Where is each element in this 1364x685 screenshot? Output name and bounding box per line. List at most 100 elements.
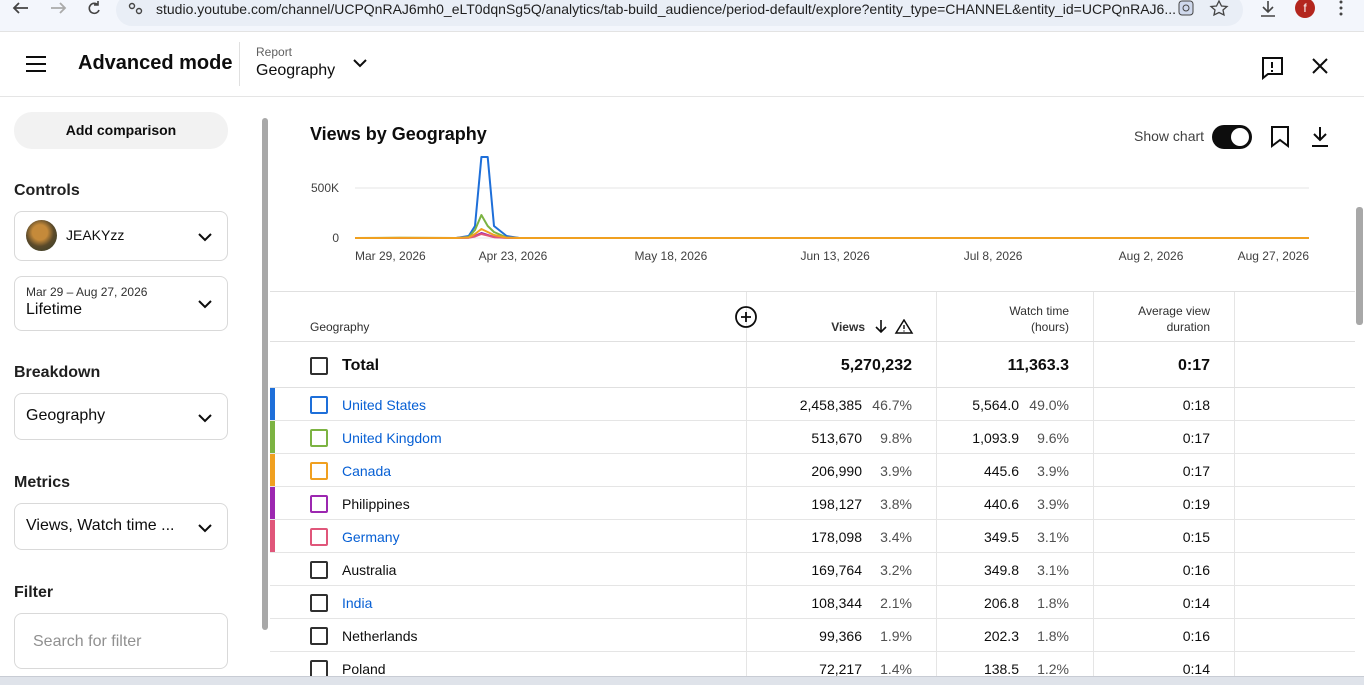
row-color-bar [270, 388, 275, 420]
sidebar: Add comparison Controls JEAKYzz Mar 29 –… [0, 97, 260, 684]
row-checkbox[interactable] [310, 594, 328, 612]
data-table: Geography Views Watch time (hours) Avera… [270, 291, 1355, 685]
y-tick-label: 0 [332, 231, 339, 245]
row-color-bar [270, 520, 275, 552]
row-checkbox[interactable] [310, 396, 328, 414]
app-header: Advanced mode Report Geography [0, 32, 1364, 97]
views-share: 9.8% [880, 430, 912, 446]
row-checkbox[interactable] [310, 495, 328, 513]
bookmark-icon[interactable] [1270, 126, 1290, 148]
avg-duration: 0:17 [1182, 463, 1210, 479]
column-header[interactable]: (hours) [1030, 320, 1069, 334]
watch-time: 445.6 [983, 463, 1019, 479]
x-tick-label: Apr 23, 2026 [479, 249, 548, 263]
add-comparison-button[interactable]: Add comparison [14, 112, 228, 149]
column-header[interactable]: Average view [1138, 304, 1210, 318]
show-chart-toggle[interactable] [1212, 125, 1252, 149]
geography-name: Poland [342, 661, 386, 677]
url-icons[interactable] [1176, 0, 1236, 20]
report-name[interactable]: Geography [256, 62, 336, 79]
series-line [354, 214, 1309, 239]
row-divider [270, 486, 1355, 487]
main-scrollbar[interactable] [1356, 207, 1363, 325]
x-tick-label: Mar 29, 2026 [355, 249, 426, 263]
row-color-bar [270, 454, 275, 486]
download-icon[interactable] [1258, 0, 1278, 20]
series-line [355, 156, 1309, 239]
avg-duration: 0:18 [1182, 397, 1210, 413]
breakdown-select[interactable]: Geography [14, 393, 228, 440]
url[interactable]: studio.youtube.com/channel/UCPQnRAJ6mh0_… [156, 1, 1176, 17]
row-divider [270, 618, 1355, 619]
views-share: 3.8% [880, 496, 912, 512]
column-header[interactable]: duration [1166, 320, 1210, 334]
channel-select[interactable]: JEAKYzz [14, 211, 228, 261]
watch-time: 349.5 [983, 529, 1019, 545]
hamburger-icon[interactable] [26, 56, 46, 72]
row-checkbox[interactable] [310, 528, 328, 546]
sidebar-scrollbar[interactable] [262, 118, 268, 630]
chevron [198, 233, 212, 242]
close-icon[interactable] [1312, 58, 1328, 74]
views: 108,344 [811, 595, 862, 611]
add-metric-icon[interactable] [735, 306, 759, 330]
views: 2,458,385 [799, 397, 862, 413]
views: 198,127 [811, 496, 862, 512]
x-tick-label: May 18, 2026 [635, 249, 708, 263]
x-tick-label: Jul 8, 2026 [964, 249, 1023, 263]
avg-duration: 0:14 [1182, 661, 1210, 677]
geography-link[interactable]: United States [342, 397, 427, 413]
views: 206,990 [811, 463, 862, 479]
geography-link[interactable]: Germany [342, 529, 400, 545]
column-header[interactable]: Views [831, 320, 865, 334]
site-info-icon[interactable] [126, 0, 146, 18]
avg-duration: 0:16 [1182, 562, 1210, 578]
breakdown-value: Geography [26, 407, 106, 424]
total-views: 5,270,232 [840, 357, 912, 374]
metrics-select[interactable]: Views, Watch time ... [14, 503, 228, 550]
watch-time: 440.6 [983, 496, 1019, 512]
row-color-bar [270, 487, 275, 519]
watch-share: 9.6% [1037, 430, 1069, 446]
col-divider [936, 292, 937, 685]
nav-buttons[interactable] [10, 0, 110, 20]
filter-input[interactable]: Search for filter [14, 613, 228, 669]
report-chevron[interactable] [352, 58, 368, 68]
metrics-heading: Metrics [14, 474, 71, 491]
geography-link[interactable]: India [342, 595, 373, 611]
toggle-knob [1231, 128, 1249, 146]
column-header[interactable]: Watch time [1009, 304, 1069, 318]
avg-duration: 0:15 [1182, 529, 1210, 545]
y-tick-label: 500K [311, 181, 339, 195]
period: Lifetime [26, 301, 83, 318]
download-chart-icon[interactable] [1311, 126, 1329, 148]
row-checkbox[interactable] [310, 429, 328, 447]
chevron [198, 300, 212, 309]
series-line [354, 228, 1309, 239]
geography-link[interactable]: United Kingdom [342, 430, 442, 446]
row-checkbox[interactable] [310, 462, 328, 480]
sort-warning-icons[interactable] [874, 319, 918, 335]
url-box[interactable] [116, 0, 1243, 26]
col-divider [1234, 292, 1235, 685]
watch-share: 1.2% [1037, 661, 1069, 677]
watch-time: 206.8 [983, 595, 1019, 611]
chevron [198, 524, 212, 533]
col-divider [1093, 292, 1094, 685]
views: 513,670 [811, 430, 862, 446]
row-checkbox[interactable] [310, 627, 328, 645]
geography-link[interactable]: Canada [342, 463, 392, 479]
row-checkbox[interactable] [310, 561, 328, 579]
menu-icon[interactable] [1334, 0, 1348, 18]
date-select[interactable]: Mar 29 – Aug 27, 2026 Lifetime [14, 276, 228, 331]
views-share: 3.2% [880, 562, 912, 578]
watch-share: 1.8% [1037, 628, 1069, 644]
filter-placeholder: Search for filter [33, 633, 142, 650]
profile-avatar[interactable]: f [1295, 0, 1315, 18]
watch-share: 3.9% [1037, 463, 1069, 479]
feedback-icon[interactable] [1260, 56, 1284, 80]
total-checkbox[interactable] [310, 357, 328, 375]
divider [239, 42, 240, 86]
